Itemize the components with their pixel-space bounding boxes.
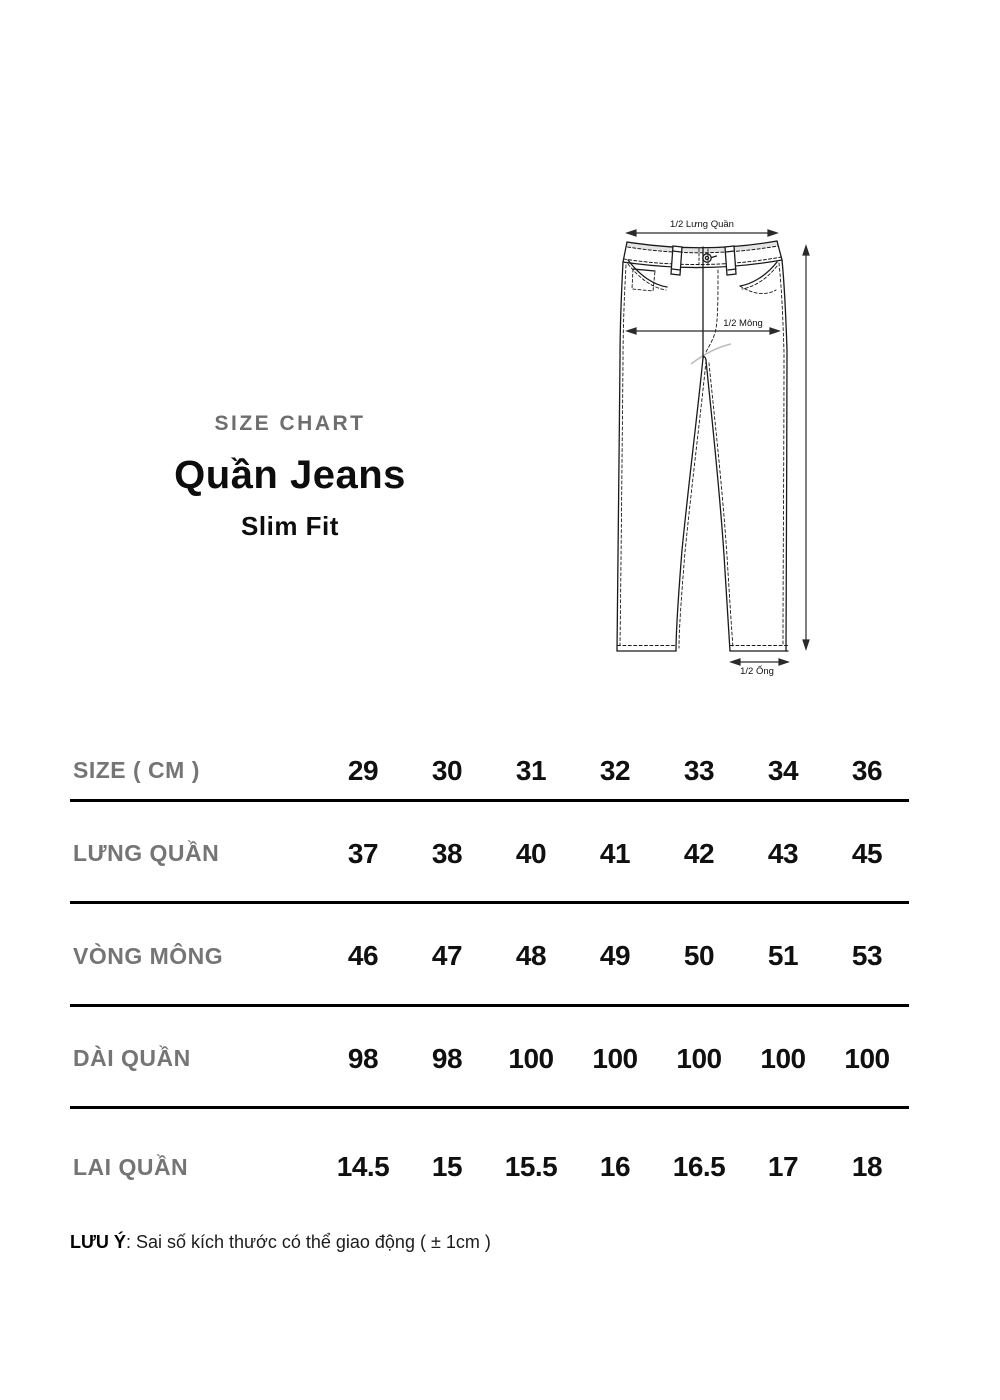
row-label: LƯNG QUẦN <box>73 840 220 866</box>
waist-button <box>702 253 718 263</box>
header-block: SIZE CHART Quần Jeans Slim Fit <box>130 412 450 542</box>
size-value: 45 <box>851 837 883 869</box>
fit-subtitle: Slim Fit <box>241 511 339 541</box>
size-value: 37 <box>347 837 379 869</box>
size-value: 42 <box>683 837 715 869</box>
dimension-labels: 1/2 Lưng Quần 1/2 Mông 1/2 Ống <box>670 219 774 677</box>
jeans-flat-sketch-svg: 1/2 Lưng Quần 1/2 Mông 1/2 Ống <box>616 219 810 677</box>
size-value: 33 <box>683 754 715 786</box>
size-value: 29 <box>347 754 379 786</box>
size-value: 43 <box>767 837 799 869</box>
size-value: 50 <box>683 940 715 971</box>
size-value: 17 <box>767 1151 799 1182</box>
size-value: 46 <box>347 940 379 971</box>
size-value: 100 <box>844 1042 890 1074</box>
jeans-technical-drawing: 1/2 Lưng Quần 1/2 Mông 1/2 Ống <box>580 190 880 690</box>
sketch-swoosh <box>690 343 732 365</box>
size-value: 15 <box>431 1151 463 1182</box>
row-label: DÀI QUẦN <box>73 1045 191 1071</box>
size-value: 30 <box>431 754 463 786</box>
right-front-pocket <box>739 261 778 294</box>
size-value: 47 <box>431 940 463 971</box>
size-value: 38 <box>431 837 463 869</box>
size-value: 53 <box>851 940 883 971</box>
row-label: SIZE ( CM ) <box>73 757 200 783</box>
table-row: VÒNG MÔNG 46 47 48 49 50 51 53 <box>70 904 909 1007</box>
size-value: 36 <box>851 754 883 786</box>
size-value: 34 <box>767 754 799 786</box>
size-value: 98 <box>431 1042 463 1074</box>
size-value: 16 <box>599 1151 631 1182</box>
left-front-pocket <box>627 259 668 292</box>
legs-outline <box>616 259 788 652</box>
size-value: 18 <box>851 1151 883 1182</box>
size-value: 100 <box>508 1042 554 1074</box>
size-value: 100 <box>592 1042 638 1074</box>
leg-hems <box>616 645 789 652</box>
table-row: SIZE ( CM ) 29 30 31 32 33 34 36 <box>70 740 909 802</box>
hip-dimension-label: 1/2 Mông <box>723 318 763 329</box>
table-row: LƯNG QUẦN 37 38 40 41 42 43 45 <box>70 802 909 904</box>
hem-dimension-label: 1/2 Ống <box>740 665 774 677</box>
size-chart-eyebrow: SIZE CHART <box>214 412 366 435</box>
note-prefix: LƯU Ý <box>70 1232 126 1252</box>
row-label: VÒNG MÔNG <box>73 942 224 969</box>
size-value: 98 <box>347 1042 379 1074</box>
size-value: 51 <box>767 940 799 971</box>
jeans-outline-group <box>616 240 789 652</box>
table-row: DÀI QUẦN 98 98 100 100 100 100 100 <box>70 1007 909 1109</box>
size-table: SIZE ( CM ) 29 30 31 32 33 34 36 LƯNG QU… <box>70 740 909 1221</box>
table-row: LAI QUẦN 14.5 15 15.5 16 16.5 17 18 <box>70 1109 909 1221</box>
note-text: : Sai số kích thước có thể giao động ( ±… <box>125 1232 491 1252</box>
size-value: 15.5 <box>504 1151 558 1182</box>
size-value: 16.5 <box>672 1151 726 1182</box>
size-value: 32 <box>599 754 631 786</box>
size-value: 41 <box>599 837 631 869</box>
belt-loops <box>670 245 737 276</box>
dimension-arrows <box>625 229 810 666</box>
tolerance-note: LƯU Ý: Sai số kích thước có thể giao độn… <box>70 1232 491 1253</box>
size-value: 48 <box>515 940 547 971</box>
row-label: LAI QUẦN <box>73 1153 189 1180</box>
fly-detail <box>698 246 719 359</box>
size-value: 40 <box>515 837 547 869</box>
waist-dimension-label: 1/2 Lưng Quần <box>670 219 734 230</box>
size-value: 14.5 <box>336 1151 390 1182</box>
size-value: 49 <box>599 940 631 971</box>
size-value: 31 <box>515 754 547 786</box>
size-value: 100 <box>676 1042 722 1074</box>
product-title: Quần Jeans <box>174 453 406 497</box>
size-value: 100 <box>760 1042 806 1074</box>
